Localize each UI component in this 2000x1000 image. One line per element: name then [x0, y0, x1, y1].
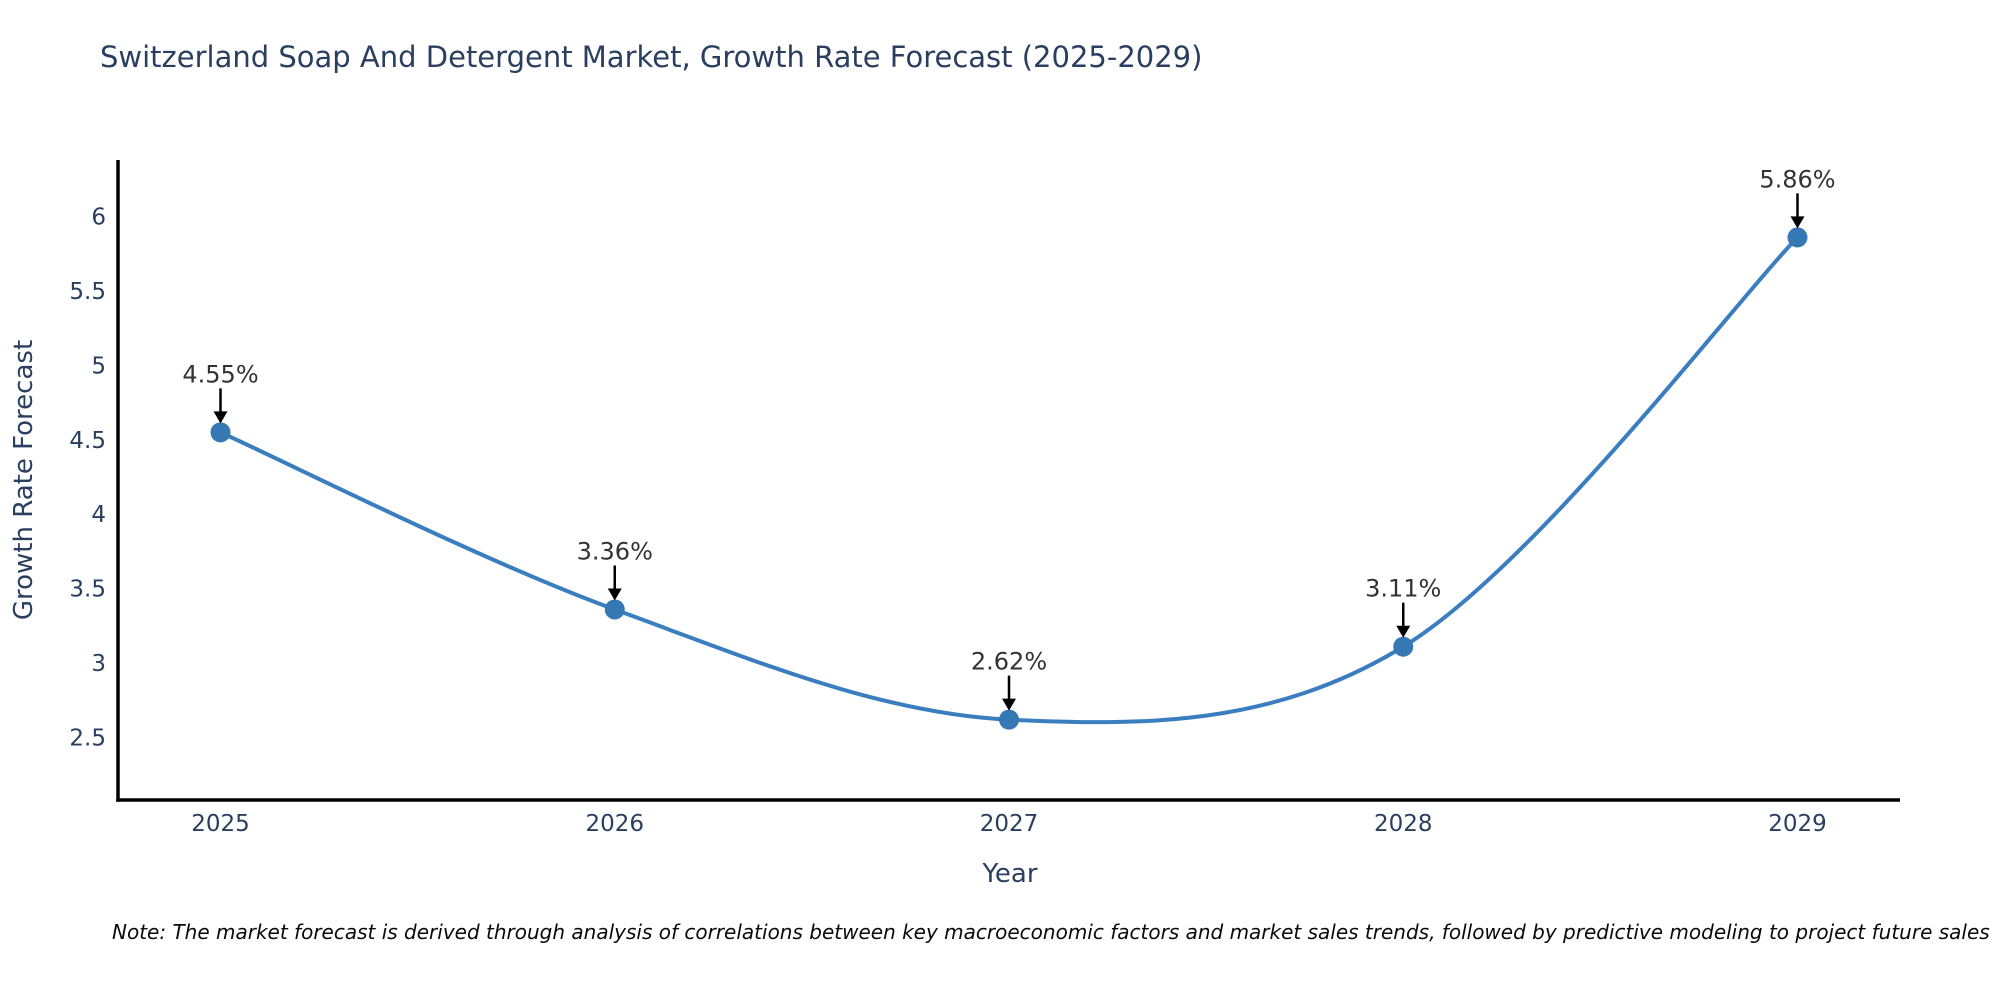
annotation-label: 3.11%	[1365, 575, 1441, 603]
x-tick-label: 2026	[585, 811, 644, 837]
annotation-label: 5.86%	[1759, 165, 1835, 193]
chart-title: Switzerland Soap And Detergent Market, G…	[100, 40, 1203, 74]
annotation-arrowhead-icon	[607, 588, 622, 601]
x-tick-label: 2025	[191, 811, 250, 837]
data-point-marker[interactable]	[1393, 636, 1414, 657]
data-point-marker[interactable]	[1787, 227, 1808, 248]
y-tick-label: 3	[91, 651, 106, 677]
y-tick-label: 5.5	[69, 279, 106, 305]
annotation-label: 3.36%	[577, 537, 653, 565]
y-tick-label: 4	[91, 502, 106, 528]
y-tick-label: 5	[91, 353, 106, 379]
y-tick-label: 6	[91, 205, 106, 231]
annotation-label: 4.55%	[182, 360, 258, 388]
x-tick-label: 2028	[1374, 811, 1433, 837]
x-tick-label: 2027	[980, 811, 1039, 837]
y-tick-label: 4.5	[69, 428, 106, 454]
annotation-arrowhead-icon	[213, 411, 228, 424]
annotation-arrowhead-icon	[1002, 698, 1016, 711]
annotation-label: 2.62%	[971, 648, 1047, 676]
y-tick-label: 2.5	[69, 725, 106, 751]
x-axis-title: Year	[982, 859, 1038, 889]
annotation-arrowhead-icon	[1790, 216, 1805, 229]
data-point-marker[interactable]	[604, 599, 625, 620]
y-axis-title: Growth Rate Forecast	[9, 339, 39, 621]
chart-note: Note: The market forecast is derived thr…	[112, 920, 1990, 944]
data-point-marker[interactable]	[210, 422, 231, 443]
y-tick-label: 3.5	[69, 577, 106, 603]
x-tick-label: 2029	[1768, 811, 1827, 837]
data-point-marker[interactable]	[999, 709, 1019, 730]
annotation-arrowhead-icon	[1396, 625, 1411, 638]
